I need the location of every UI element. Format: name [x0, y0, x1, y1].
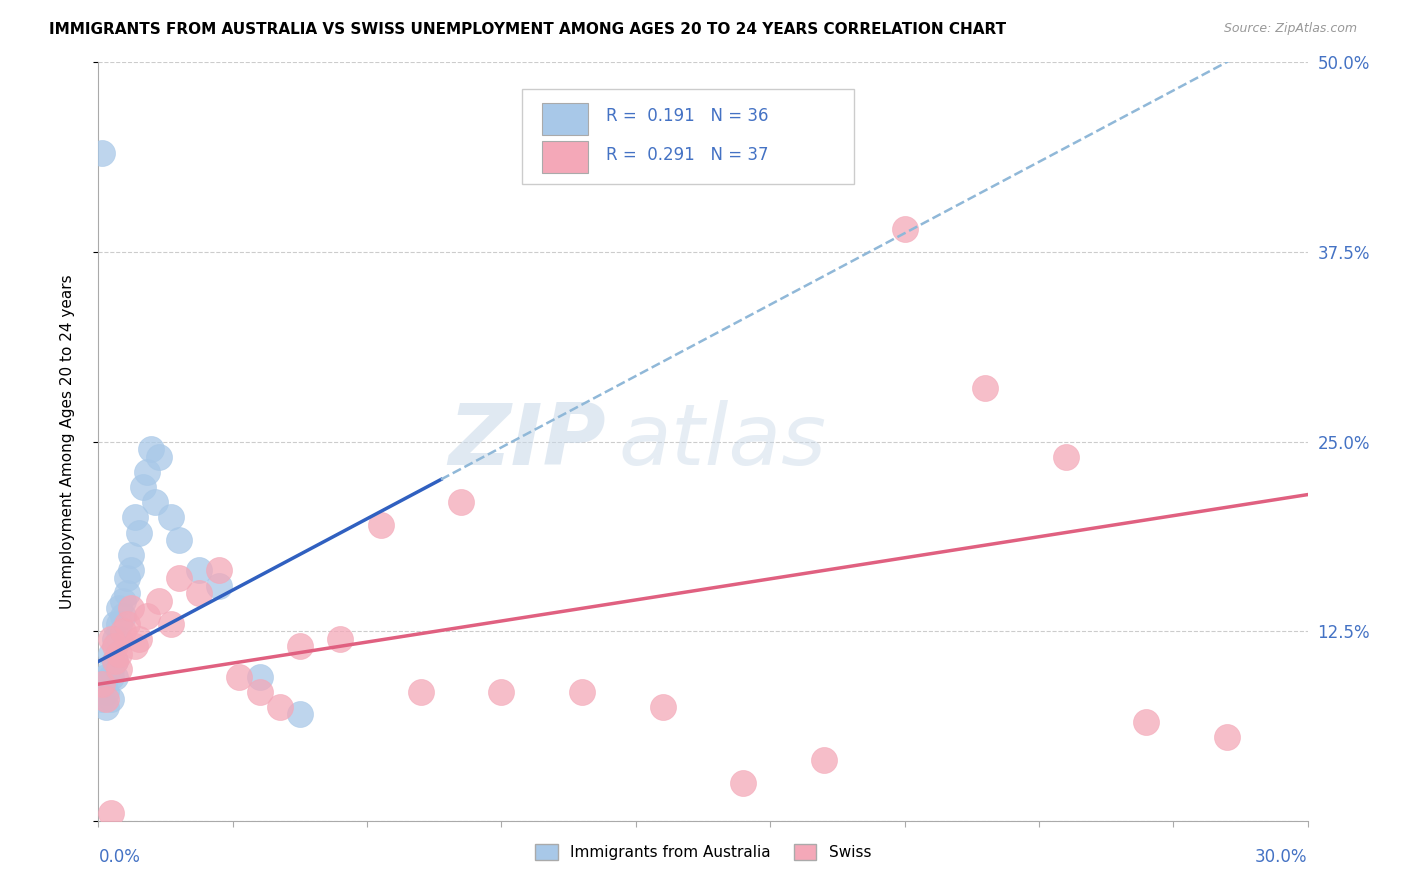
Bar [543, 141, 588, 173]
Point [143, 495, 166, 509]
Point [370, 517, 392, 532]
Point [1135, 715, 1157, 730]
Point [120, 564, 142, 578]
Point [188, 586, 211, 600]
Point [208, 579, 231, 593]
Point [91, 677, 114, 691]
Point [96, 699, 118, 714]
Text: R =  0.191   N = 36: R = 0.191 N = 36 [606, 107, 769, 125]
Point [167, 571, 190, 585]
Point [107, 632, 129, 646]
Point [124, 510, 146, 524]
Point [91, 677, 114, 691]
Point [115, 571, 138, 585]
Point [124, 639, 146, 653]
Text: IMMIGRANTS FROM AUSTRALIA VS SWISS UNEMPLOYMENT AMONG AGES 20 TO 24 YEARS CORREL: IMMIGRANTS FROM AUSTRALIA VS SWISS UNEMP… [49, 22, 1007, 37]
Point [135, 608, 157, 623]
Point [100, 692, 122, 706]
Text: 30.0%: 30.0% [1256, 848, 1308, 866]
Point [813, 753, 835, 767]
FancyBboxPatch shape [522, 89, 855, 184]
Legend: Immigrants from Australia, Swiss: Immigrants from Australia, Swiss [529, 838, 877, 866]
Point [103, 616, 125, 631]
Point [120, 548, 142, 563]
Point [96, 669, 118, 683]
Point [103, 669, 125, 683]
Point [249, 669, 271, 683]
Point [288, 707, 311, 722]
Point [733, 776, 755, 790]
Point [96, 685, 118, 699]
Point [128, 632, 150, 646]
Point [107, 616, 129, 631]
Text: 0.0%: 0.0% [98, 848, 141, 866]
Point [249, 685, 271, 699]
Point [107, 647, 129, 661]
Point [1054, 450, 1077, 464]
Point [1216, 730, 1239, 744]
Point [111, 624, 134, 639]
Point [120, 601, 142, 615]
Point [128, 525, 150, 540]
Text: R =  0.291   N = 37: R = 0.291 N = 37 [606, 145, 769, 163]
Point [91, 146, 114, 161]
Y-axis label: Unemployment Among Ages 20 to 24 years: Unemployment Among Ages 20 to 24 years [60, 274, 75, 609]
Text: atlas: atlas [619, 400, 827, 483]
Bar [543, 103, 588, 135]
Point [148, 450, 170, 464]
Point [135, 465, 157, 479]
Point [107, 662, 129, 676]
Point [269, 699, 291, 714]
Point [115, 616, 138, 631]
Point [100, 669, 122, 683]
Point [893, 222, 915, 236]
Point [132, 480, 155, 494]
Point [91, 692, 114, 706]
Point [100, 647, 122, 661]
Point [651, 699, 673, 714]
Point [139, 442, 162, 457]
Point [103, 655, 125, 669]
Point [111, 594, 134, 608]
Point [148, 594, 170, 608]
Point [107, 601, 129, 615]
Point [111, 608, 134, 623]
Point [228, 669, 250, 683]
Point [450, 495, 472, 509]
Point [329, 632, 352, 646]
Point [160, 616, 183, 631]
Point [160, 510, 183, 524]
Point [208, 564, 231, 578]
Point [188, 564, 211, 578]
Point [409, 685, 432, 699]
Point [571, 685, 593, 699]
Point [103, 632, 125, 646]
Point [491, 685, 513, 699]
Point [100, 806, 122, 821]
Text: ZIP: ZIP [449, 400, 606, 483]
Point [167, 533, 190, 548]
Point [974, 382, 997, 396]
Point [96, 692, 118, 706]
Point [103, 639, 125, 653]
Point [100, 632, 122, 646]
Point [100, 662, 122, 676]
Point [103, 655, 125, 669]
Point [288, 639, 311, 653]
Point [115, 586, 138, 600]
Text: Source: ZipAtlas.com: Source: ZipAtlas.com [1223, 22, 1357, 36]
